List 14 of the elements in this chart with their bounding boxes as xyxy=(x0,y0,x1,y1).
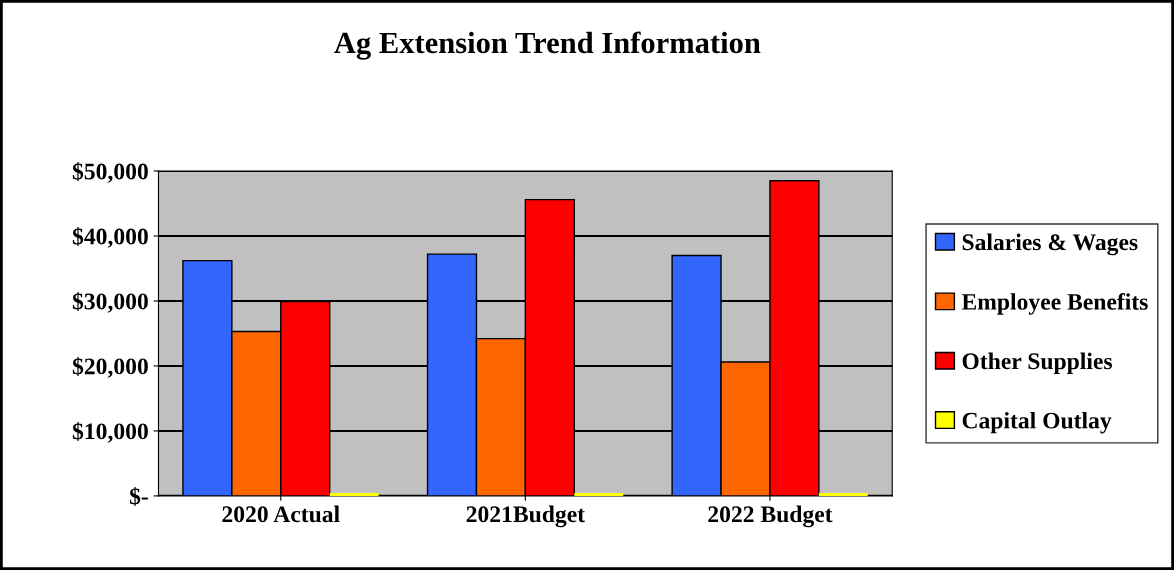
legend-label: Salaries & Wages xyxy=(962,233,1138,256)
y-tick-label: $50,000 xyxy=(72,162,148,183)
y-tick-label: $20,000 xyxy=(72,357,148,378)
y-tick-label: $- xyxy=(129,487,148,506)
x-tick-label: 2021Budget xyxy=(466,505,585,528)
chart-title: Ag Extension Trend Information xyxy=(334,31,761,60)
y-tick-label: $10,000 xyxy=(72,422,148,443)
legend-label: Other Supplies xyxy=(962,352,1113,375)
legend-label: Employee Benefits xyxy=(961,292,1148,315)
x-tick-label: 2020 Actual xyxy=(222,505,340,523)
y-tick-label: $40,000 xyxy=(72,227,148,248)
y-tick-label: $30,000 xyxy=(72,292,148,313)
x-tick-label: 2022 Budget xyxy=(708,505,833,528)
legend-label: Capital Outlay xyxy=(962,411,1112,434)
